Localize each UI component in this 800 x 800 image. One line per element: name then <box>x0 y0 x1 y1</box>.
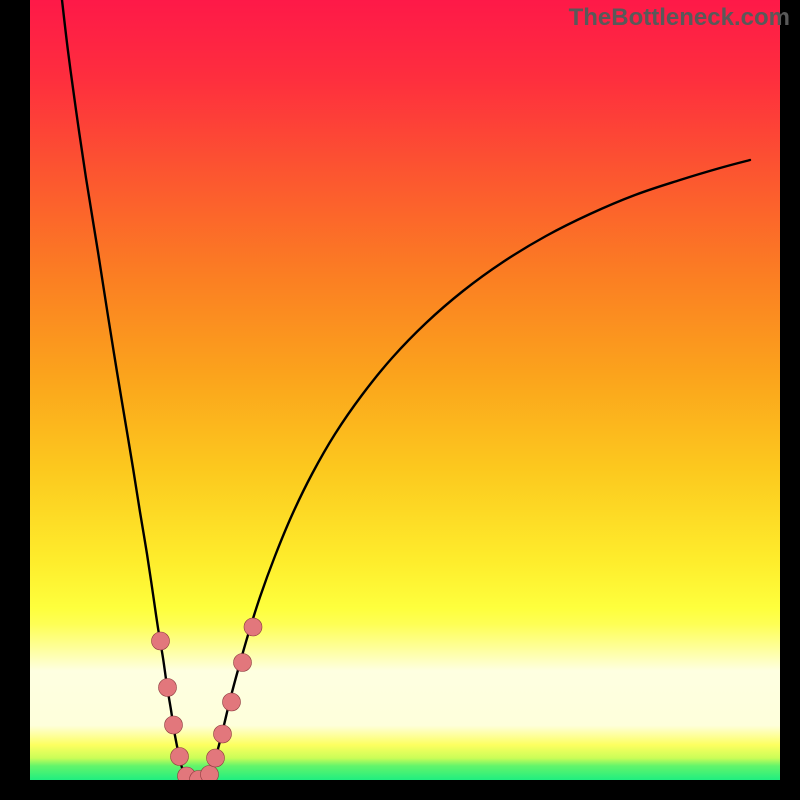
marker-dot <box>152 632 170 650</box>
marker-dot <box>171 748 189 766</box>
marker-dot <box>165 716 183 734</box>
marker-dot <box>214 725 232 743</box>
chart-svg <box>30 0 780 780</box>
watermark-text: TheBottleneck.com <box>569 4 790 32</box>
marker-dot <box>244 618 262 636</box>
marker-dot <box>234 654 252 672</box>
marker-dot <box>207 749 225 767</box>
marker-dot <box>159 679 177 697</box>
marker-dot <box>223 693 241 711</box>
marker-dot <box>201 766 219 781</box>
curve-left <box>62 0 185 775</box>
curve-right <box>210 160 750 775</box>
plot-area <box>30 0 780 780</box>
